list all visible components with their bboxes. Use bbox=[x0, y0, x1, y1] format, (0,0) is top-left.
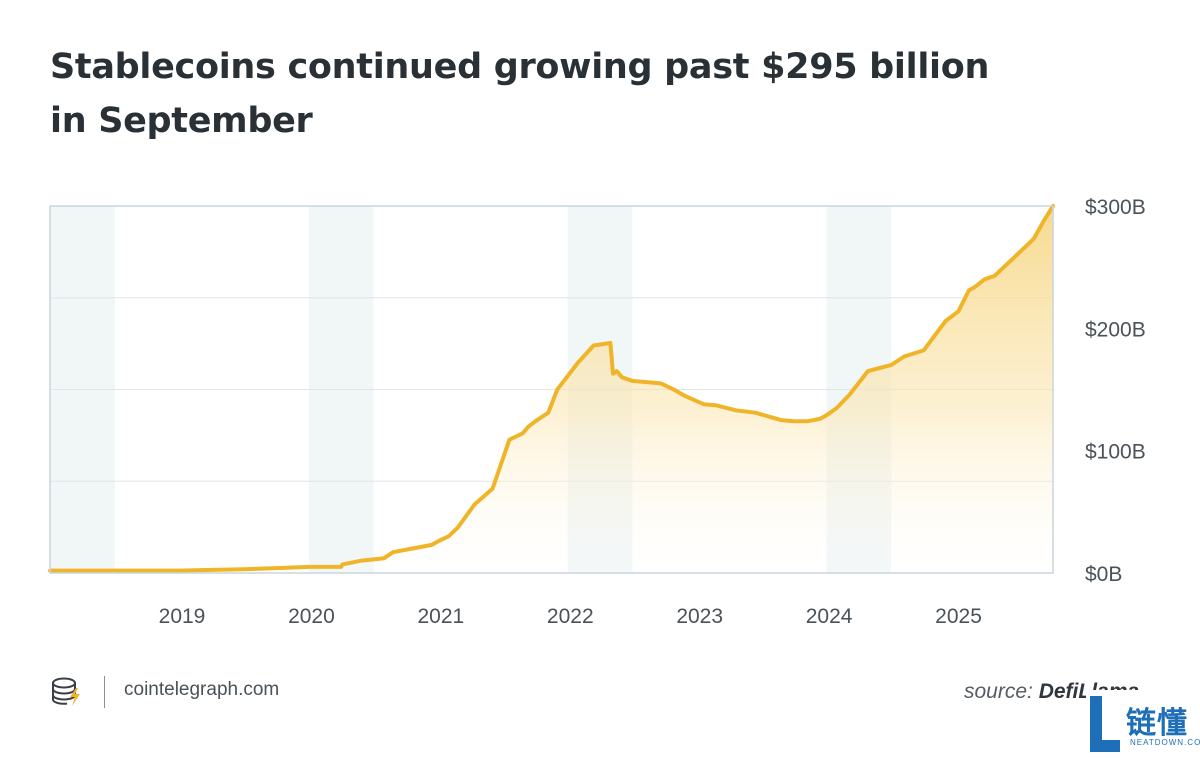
footer-divider bbox=[104, 676, 105, 708]
y-tick-label: $200B bbox=[1085, 318, 1146, 341]
x-tick-label: 2022 bbox=[547, 605, 594, 628]
x-tick-label: 2023 bbox=[676, 605, 723, 628]
watermark-logo-icon bbox=[1086, 690, 1200, 758]
series-line bbox=[48, 204, 1055, 573]
y-tick-label: $100B bbox=[1085, 441, 1146, 464]
x-tick-label: 2020 bbox=[288, 605, 335, 628]
x-tick-label: 2021 bbox=[417, 605, 464, 628]
source-prefix: source: bbox=[964, 680, 1039, 703]
y-tick-label: $300B bbox=[1085, 196, 1146, 219]
watermark-text: 链懂 bbox=[1126, 706, 1188, 741]
area-fill bbox=[50, 206, 1053, 573]
x-tick-label: 2024 bbox=[806, 605, 853, 628]
stablecoin-area-chart: $0B$100B$200B$300B 2019 2020 2021 2022 2023 2… bbox=[48, 196, 1146, 628]
y-axis-labels: $0B $100B $200B $300B bbox=[1085, 196, 1146, 586]
title-line-2: in September bbox=[50, 101, 313, 141]
cointelegraph-logo-icon bbox=[52, 677, 80, 706]
y-tick-label: $0B bbox=[1085, 563, 1122, 586]
watermark-subtext: NEATDOWN.COM bbox=[1130, 738, 1200, 747]
chart-title: Stablecoins continued growing past $295 … bbox=[50, 40, 1050, 148]
title-line-1: Stablecoins continued growing past $295 … bbox=[50, 47, 990, 87]
x-axis-labels: 2019 2020 2021 2022 2023 2024 2025 bbox=[159, 605, 982, 628]
plot-frame bbox=[49, 205, 1054, 574]
x-tick-label: 2025 bbox=[935, 605, 982, 628]
site-link[interactable]: cointelegraph.com bbox=[124, 679, 280, 700]
x-tick-label: 2019 bbox=[159, 605, 206, 628]
